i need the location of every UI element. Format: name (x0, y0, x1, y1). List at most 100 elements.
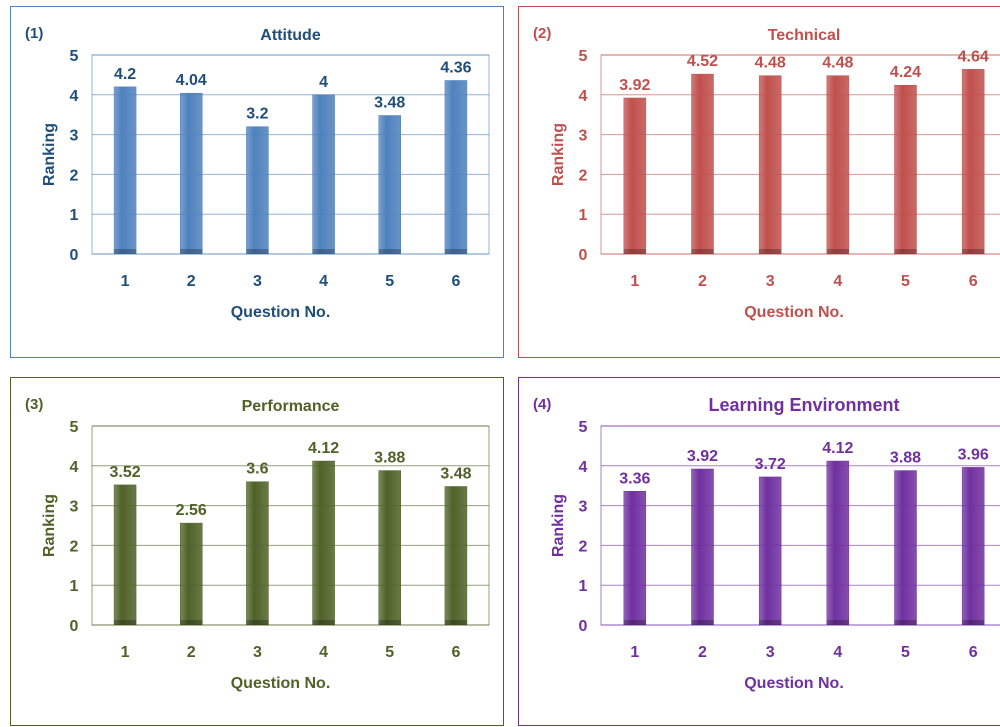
bar-base (691, 620, 714, 625)
bar (758, 75, 782, 255)
x-tick-label: 6 (969, 644, 978, 661)
panel-label: (2) (533, 25, 551, 42)
bar-base (312, 620, 335, 625)
bar-base (180, 620, 203, 625)
x-tick-label: 1 (630, 644, 639, 661)
data-label: 3.88 (374, 450, 405, 467)
x-tick-label: 3 (766, 644, 775, 661)
chart-panel-technical: (2) Technical 0 1 2 3 4 5 Ranking 3.92 1 4.52 2 4.48 3… (518, 6, 1000, 358)
x-tick-label: 5 (385, 644, 394, 661)
x-tick-label: 3 (766, 273, 775, 290)
y-tick-label: 0 (579, 618, 588, 635)
chart-attitude: (1) Attitude 0 1 2 3 4 5 Ranking 4.2 1 4.04 2 3.2 3 4 4 3… (25, 25, 490, 321)
chart-performance: (3) Performance 0 1 2 3 4 5 Ranking 3.52 1 2.56 2 3.6… (25, 396, 490, 692)
bar-base (312, 249, 335, 254)
x-tick-label: 2 (187, 273, 196, 290)
x-axis-label: Question No. (744, 675, 844, 692)
y-tick-label: 1 (70, 207, 79, 224)
x-tick-label: 6 (969, 273, 978, 290)
bar (378, 115, 401, 255)
data-label: 4 (319, 74, 328, 91)
data-label: 3.2 (246, 106, 268, 123)
plot-area-border (91, 54, 490, 255)
y-tick-label: 5 (579, 48, 588, 65)
y-tick-label: 1 (70, 578, 79, 595)
y-axis-label: Ranking (550, 494, 567, 557)
data-label: 4.52 (687, 53, 718, 70)
data-label: 4.48 (822, 55, 853, 72)
data-label: 2.56 (176, 502, 207, 519)
bar-base (691, 249, 714, 254)
x-tick-label: 3 (253, 644, 262, 661)
bar-base (378, 620, 401, 625)
data-label: 3.88 (890, 450, 921, 467)
x-tick-label: 2 (698, 273, 707, 290)
y-axis-label: Ranking (41, 494, 58, 557)
x-tick-label: 5 (901, 273, 910, 290)
bar (894, 84, 917, 255)
bar-base (894, 249, 917, 254)
data-label: 3.92 (687, 448, 718, 465)
y-tick-label: 2 (70, 538, 79, 555)
bar-base (246, 249, 269, 254)
chart-title: Learning Environment (708, 395, 899, 415)
bar (894, 470, 917, 626)
bar (826, 75, 850, 255)
panel-label: (3) (25, 396, 43, 413)
y-tick-label: 2 (70, 167, 79, 184)
bar (758, 476, 782, 626)
x-tick-label: 1 (121, 273, 130, 290)
bar (180, 522, 203, 626)
bar-base (826, 249, 849, 254)
bar (623, 97, 647, 255)
y-tick-label: 2 (579, 538, 588, 555)
y-tick-label: 3 (579, 499, 588, 516)
x-tick-label: 6 (451, 644, 460, 661)
bar-base (246, 620, 269, 625)
y-tick-label: 4 (70, 459, 79, 476)
panel-label: (1) (25, 25, 43, 42)
panel-label: (4) (533, 396, 551, 413)
chart-panel-performance: (3) Performance 0 1 2 3 4 5 Ranking 3.52 1 2.56 2 3.6… (10, 377, 504, 726)
bar-base (894, 620, 917, 625)
data-label: 4.2 (114, 66, 136, 83)
y-tick-label: 4 (70, 88, 79, 105)
x-tick-label: 6 (451, 273, 460, 290)
x-tick-label: 2 (187, 644, 196, 661)
data-label: 3.92 (619, 77, 650, 94)
chart-title: Technical (768, 27, 841, 44)
plot-area-border (600, 425, 1000, 626)
bar (113, 86, 137, 255)
x-tick-label: 2 (698, 644, 707, 661)
bar (180, 92, 203, 255)
bar (691, 468, 714, 626)
y-tick-label: 3 (70, 128, 79, 145)
x-tick-label: 1 (630, 273, 639, 290)
bar (444, 486, 468, 626)
chart-learning-environment: (4) Learning Environment 0 1 2 3 4 5 Ranking 3.36… (533, 395, 1000, 692)
bar (312, 460, 335, 626)
bar (113, 484, 137, 626)
bar (826, 460, 850, 626)
bar-base (114, 249, 137, 254)
chart-panel-learning-environment: (4) Learning Environment 0 1 2 3 4 5 Ranking 3.36… (518, 377, 1000, 726)
data-label: 4.12 (822, 440, 853, 457)
y-axis-label: Ranking (41, 123, 58, 186)
x-tick-label: 3 (253, 273, 262, 290)
y-tick-label: 5 (70, 419, 79, 436)
bar-base (759, 620, 782, 625)
data-label: 4.48 (755, 55, 786, 72)
x-axis-label: Question No. (231, 304, 331, 321)
y-tick-label: 0 (70, 618, 79, 635)
data-label: 4.12 (308, 440, 339, 457)
data-label: 4.36 (440, 59, 471, 76)
x-tick-label: 4 (833, 644, 842, 661)
x-axis-label: Question No. (744, 304, 844, 321)
bar-base (623, 620, 646, 625)
data-label: 3.48 (374, 94, 405, 111)
bar (961, 467, 985, 626)
bar-base (378, 249, 401, 254)
plot-area-border (600, 54, 1000, 255)
data-label: 4.24 (890, 64, 921, 81)
x-tick-label: 4 (319, 644, 328, 661)
